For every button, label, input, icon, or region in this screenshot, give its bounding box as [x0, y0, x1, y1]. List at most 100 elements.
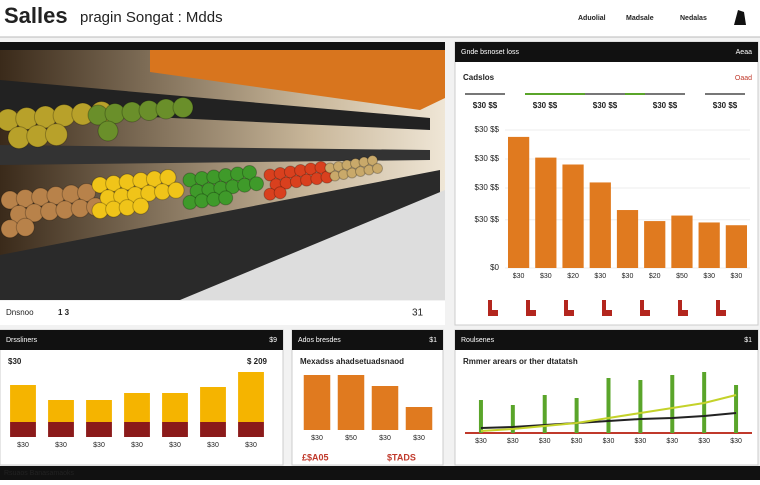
icon [564, 300, 574, 316]
bar [670, 375, 675, 433]
x-tick-label: $30 [413, 435, 425, 442]
nav-item[interactable]: Aduolial [578, 15, 606, 22]
produce [372, 163, 383, 174]
photo [0, 42, 445, 300]
shelf-mid [0, 145, 430, 165]
panel-header [0, 330, 283, 350]
panel-header-right: Aeaa [736, 49, 752, 56]
app-subtitle: pragin Songat : Mdds [80, 9, 223, 26]
x-tick-label: $30 [622, 273, 634, 280]
bar [303, 375, 331, 430]
panel-badge: $ 209 [247, 357, 268, 366]
panel-header-title: Ados bresdes [298, 337, 341, 344]
x-tick-label: $30 [131, 442, 143, 449]
x-tick-label: $30 [55, 442, 67, 449]
panel-header-title: Gnde bsnoset loss [461, 49, 519, 56]
panel-header-right: $9 [269, 337, 277, 344]
y-tick-label: $0 [490, 263, 499, 272]
nav-item[interactable]: Nedalas [680, 15, 707, 22]
nav-item[interactable]: Madsale [626, 15, 654, 22]
bar [562, 164, 584, 268]
produce [249, 176, 264, 192]
footer-bar [0, 466, 760, 480]
x-tick-label: $30 [245, 442, 257, 449]
bar-segment [86, 400, 112, 422]
bar [542, 395, 547, 433]
bar [574, 398, 579, 433]
panel-header-right: $1 [744, 337, 752, 344]
produce [367, 155, 378, 166]
bar [616, 210, 639, 268]
caption-bar [0, 301, 445, 325]
bar [725, 225, 748, 268]
produce [218, 190, 234, 206]
x-tick-label: $20 [567, 273, 579, 280]
x-tick-label: $30 [539, 438, 551, 445]
produce [242, 165, 257, 180]
panel-header [455, 42, 758, 62]
bar [734, 385, 739, 433]
y-tick-label: $30 $$ [475, 215, 500, 224]
bar [589, 182, 611, 268]
user-icon[interactable] [734, 10, 746, 25]
x-tick-label: $20 [649, 273, 661, 280]
bar-segment [124, 422, 150, 437]
bar [644, 221, 666, 268]
bar [478, 400, 483, 433]
x-tick-label: $30 [311, 435, 323, 442]
panel-title: $30 [8, 357, 22, 366]
kpi: $30 $$ [713, 101, 738, 110]
line-series [480, 394, 737, 432]
bar-segment [10, 385, 36, 422]
x-tick-label: $50 [345, 435, 357, 442]
bar [337, 375, 365, 430]
top-bar [0, 0, 760, 37]
x-tick-label: $30 [379, 435, 391, 442]
panel-title: Rmmer arears or ther dtatatsh [463, 357, 578, 366]
panel-title-right: Oaad [735, 75, 752, 82]
bar-segment [162, 422, 188, 437]
x-tick-label: $30 [731, 273, 743, 280]
x-tick-label: $30 [698, 438, 710, 445]
x-tick-label: $30 [93, 442, 105, 449]
produce [77, 183, 96, 202]
panel-header [292, 330, 443, 350]
photo-header [0, 42, 445, 50]
panel-footer: £$A05 [302, 452, 329, 462]
panel-header-right: $1 [429, 337, 437, 344]
kpi: $30 $$ [653, 101, 678, 110]
x-tick-label: $30 [594, 273, 606, 280]
bar [535, 157, 557, 268]
y-tick-label: $30 $$ [475, 183, 500, 192]
floor [180, 190, 445, 300]
x-tick-label: $30 [507, 438, 519, 445]
y-tick-label: $30 $$ [475, 125, 500, 134]
bar-segment [200, 422, 226, 437]
bar-segment [48, 400, 74, 422]
produce [159, 169, 177, 186]
icon [678, 300, 688, 316]
icon [716, 300, 726, 316]
bar-segment [124, 393, 150, 422]
bar [638, 380, 643, 433]
bar-segment [200, 387, 226, 422]
produce [172, 97, 194, 118]
panel-header-title: Roulsenes [461, 337, 495, 344]
kpi: $30 $$ [473, 101, 498, 110]
x-tick-label: $30 [475, 438, 487, 445]
kpi: $30 $$ [593, 101, 618, 110]
x-tick-label: $30 [635, 438, 647, 445]
panel-title: Mexadss ahadsetuadsnaod [300, 357, 404, 366]
app-title: Salles [4, 3, 68, 28]
x-tick-label: $30 [603, 438, 615, 445]
bar [671, 215, 693, 268]
produce [15, 217, 35, 237]
photo-caption-mid: 1 3 [58, 308, 70, 317]
x-tick-label: $30 [666, 438, 678, 445]
ceiling-band [150, 50, 445, 110]
bar [507, 136, 530, 268]
bar-segment [86, 422, 112, 437]
produce [44, 123, 68, 147]
panel-footer: $TADS [387, 452, 416, 462]
